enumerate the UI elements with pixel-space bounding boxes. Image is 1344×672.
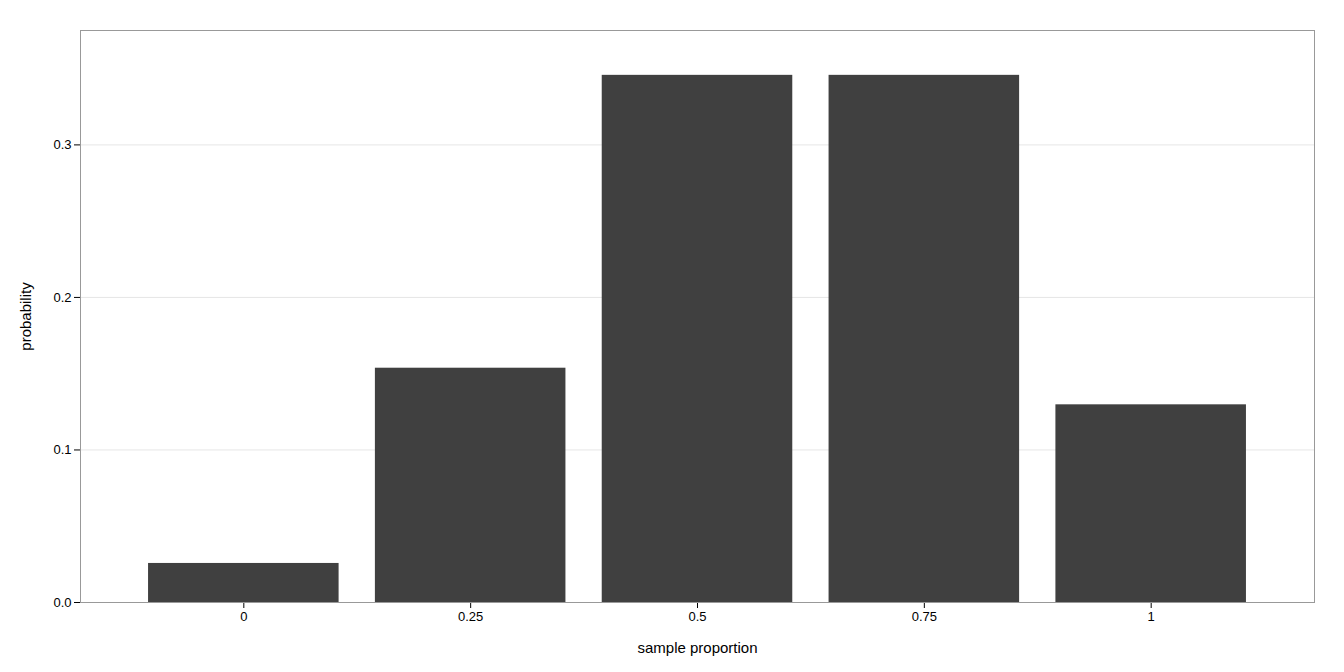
svg-text:0.2: 0.2 [53, 290, 71, 305]
svg-text:sample proportion: sample proportion [637, 639, 757, 656]
svg-text:0.0: 0.0 [53, 595, 71, 610]
svg-text:0.1: 0.1 [53, 442, 71, 457]
svg-text:0.75: 0.75 [912, 609, 937, 624]
svg-text:0.25: 0.25 [458, 609, 483, 624]
svg-text:0: 0 [240, 609, 247, 624]
svg-text:0.3: 0.3 [53, 137, 71, 152]
svg-text:1: 1 [1148, 609, 1155, 624]
svg-text:probability: probability [17, 282, 34, 351]
svg-text:0.5: 0.5 [688, 609, 706, 624]
